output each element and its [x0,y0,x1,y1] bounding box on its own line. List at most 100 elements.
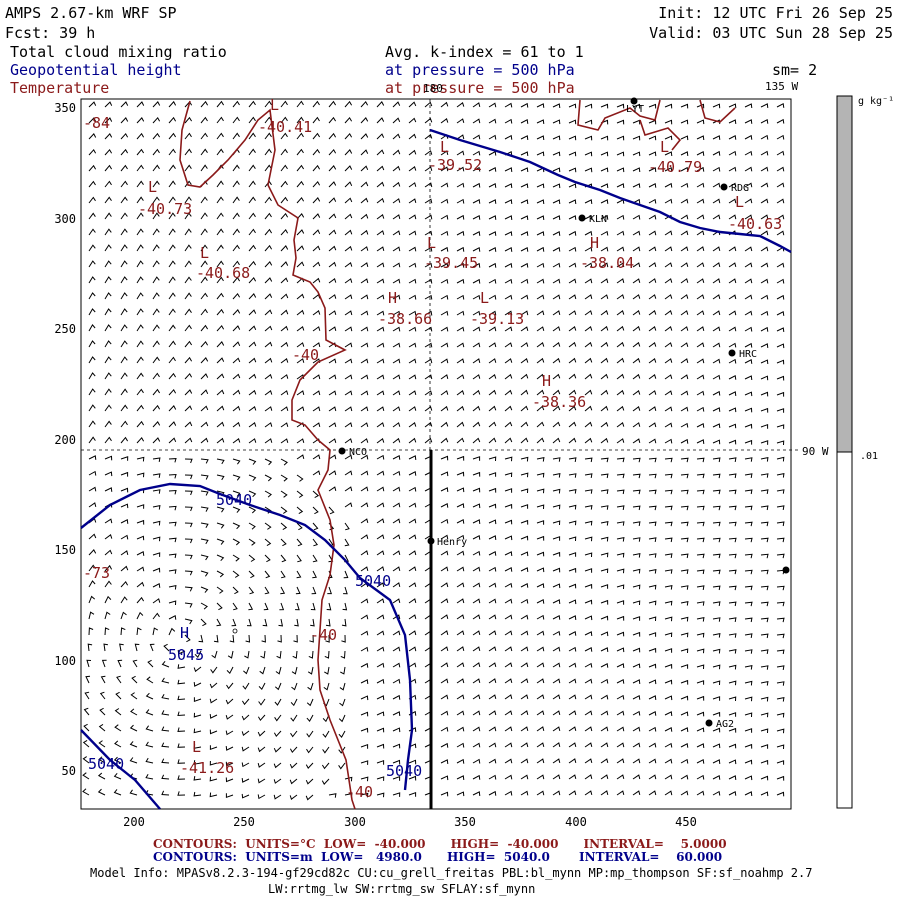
wind-barb [712,182,721,188]
wind-barb [760,617,769,623]
wind-barb [360,679,369,684]
wind-barb [120,324,128,332]
wind-barb [424,150,433,156]
wind-barb [680,553,689,559]
wind-barb [232,196,240,204]
wind-barb [472,182,481,188]
wind-barb [104,356,112,364]
wind-barb [232,276,241,284]
wind-barb [712,407,721,412]
station-marker [630,97,638,105]
wind-barb [291,682,298,691]
wind-barb [104,117,113,124]
wind-barb [728,294,737,300]
wind-barb [712,423,721,429]
wind-barb [168,340,176,348]
wind-barb [88,502,97,508]
wind-barb [536,599,545,604]
wind-barb [328,148,337,156]
wind-barb [184,244,192,252]
wind-barb [408,534,417,540]
wind-barb [120,101,129,108]
wind-barb [312,100,320,108]
wind-barb [280,458,288,466]
wind-barb [360,566,369,572]
wind-barb [120,471,129,477]
wind-barb [360,406,369,412]
wind-barb [456,742,465,748]
wind-barb [360,470,369,476]
wind-barb [232,490,241,497]
wind-barb [392,214,401,220]
wind-barb [472,678,481,684]
wind-barb [344,197,353,204]
wind-barb [136,101,145,108]
wind-barb [210,666,218,674]
wind-barb [728,680,737,686]
wind-barb [232,538,241,546]
wind-barb [600,199,609,204]
wind-barb [488,183,497,188]
wind-barb [616,278,625,284]
wind-barb [632,742,641,748]
wind-barb [360,518,369,524]
wind-barb [408,437,417,444]
wind-barb [744,457,753,462]
wind-barb [116,675,122,684]
wind-barb [296,164,305,172]
wind-barb [488,102,497,108]
wind-barb [104,276,112,284]
wind-barb [376,502,385,508]
wind-barb [440,101,449,108]
wind-barb [760,633,769,639]
wind-barb [88,180,96,188]
wind-barb [520,630,529,636]
wind-barb [536,583,545,588]
wind-barb [184,356,193,364]
wind-barb [616,615,625,621]
wind-barb [168,308,176,316]
wind-barb [488,519,497,525]
wind-barb [632,663,641,669]
wind-barb [616,694,625,700]
wind-barb [696,214,705,220]
wind-barb [552,457,561,462]
wind-barb [696,743,705,748]
temp-label: L [480,289,489,307]
wind-barb [88,486,97,492]
wind-barb [520,135,529,140]
wind-barb [152,567,161,573]
wind-barb [248,357,257,364]
wind-barb [712,727,721,733]
wind-barb [360,630,369,636]
wind-barb [488,726,497,732]
wind-barb [536,326,545,332]
wind-barb [568,567,577,573]
wind-barb [152,473,161,478]
wind-barb [744,246,753,252]
wind-barb [760,103,769,108]
wind-barb [392,614,401,620]
wind-barb [776,408,785,413]
wind-barb [744,150,753,156]
wind-barb [88,455,97,460]
wind-barb [760,744,769,749]
wind-barb [504,405,513,412]
wind-barb [98,740,106,748]
wind-barb [648,489,657,495]
wind-barb [328,277,337,284]
wind-barb [209,745,218,751]
colorbar-fill [836,95,853,453]
wind-barb [376,614,385,620]
wind-barb [680,406,689,412]
wind-barb [504,389,513,396]
wind-barb [760,343,769,348]
wind-barb [184,180,192,188]
wind-barb [648,214,657,220]
wind-barb [664,182,673,188]
wind-barb [184,570,193,576]
wind-barb [257,794,266,800]
wind-barb [232,244,240,252]
wind-barb [632,537,641,542]
smoothing: sm= 2 [772,61,817,79]
